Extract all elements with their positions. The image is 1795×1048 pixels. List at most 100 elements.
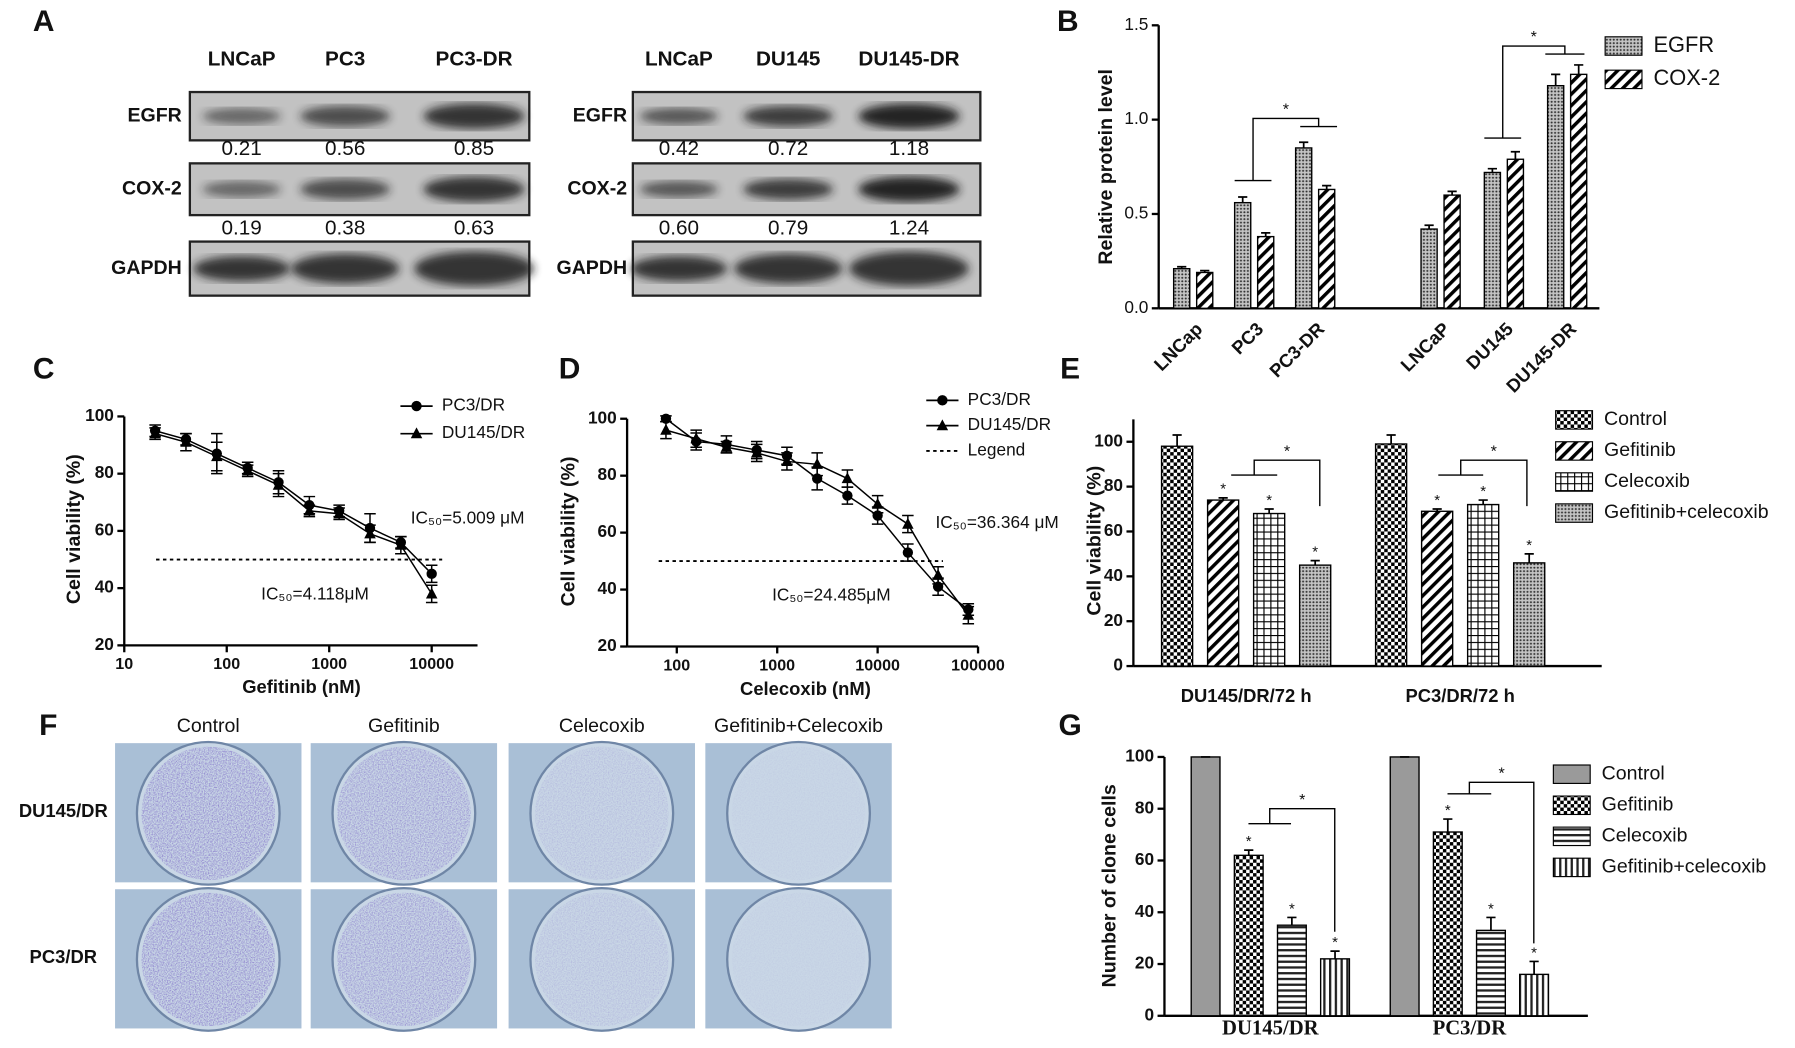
colony-column-label: Gefitinib+Celecoxib — [714, 715, 883, 737]
error-bar — [1330, 950, 1340, 959]
blot-level: 0.56 — [325, 137, 365, 160]
x-tick-label: 1000 — [759, 656, 795, 674]
bar — [1546, 84, 1565, 309]
data-point — [932, 569, 944, 580]
significance-marker: * — [1220, 481, 1226, 498]
blot-band — [743, 105, 834, 127]
significance-bracket — [1231, 459, 1321, 507]
data-point — [395, 538, 407, 550]
blot-column-label: PC3 — [325, 47, 365, 70]
y-tick-label: 1.0 — [1124, 108, 1148, 128]
blot-column-label: LNCaP — [645, 47, 713, 70]
error-bar — [1218, 496, 1228, 501]
significance-marker: * — [1332, 934, 1338, 951]
error-bar — [1486, 916, 1496, 931]
blot-level: 1.24 — [889, 216, 929, 239]
error-bar — [1424, 224, 1434, 230]
error-bar — [1244, 849, 1254, 856]
legend-label: Legend — [968, 440, 1026, 460]
significance-marker: * — [1526, 537, 1532, 554]
legend-label: PC3/DR — [442, 395, 505, 415]
significance-marker: * — [1266, 492, 1272, 509]
colony-column-label: Celecoxib — [559, 715, 645, 737]
annotation: IC₅₀=4.118μM — [261, 583, 369, 603]
significance-marker: * — [1531, 944, 1537, 961]
y-axis-label: Cell viability (%) — [63, 454, 85, 604]
plate-colonies — [731, 892, 866, 1027]
y-tick-label: 80 — [598, 464, 617, 484]
plate-colonies — [141, 892, 276, 1027]
significance-bracket — [1484, 45, 1585, 139]
legend-swatch — [1552, 764, 1591, 784]
y-tick-label: 20 — [598, 635, 617, 655]
bar — [1276, 924, 1307, 1017]
significance-bracket — [1248, 808, 1336, 932]
data-point — [241, 464, 254, 476]
error-bar — [1238, 196, 1248, 203]
plate-colonies — [535, 746, 669, 881]
x-tick-label: 10 — [115, 655, 133, 673]
blot-row-label: GAPDH — [111, 257, 182, 279]
y-tick-label: 0.5 — [1124, 203, 1148, 223]
error-bar — [1478, 499, 1488, 505]
blot-row-label: GAPDH — [556, 257, 627, 279]
bar — [1319, 958, 1351, 1017]
blot-band — [639, 181, 718, 198]
x-tick-label: 100 — [663, 656, 690, 674]
bar — [1466, 503, 1500, 667]
x-tick-label: PC3-DR — [1265, 318, 1328, 381]
y-tick-label: 100 — [1094, 430, 1123, 450]
error-bar — [1529, 960, 1539, 975]
data-point — [364, 527, 376, 539]
blot-row-label: COX-2 — [122, 177, 182, 199]
blot-band — [743, 178, 834, 200]
legend-label: Control — [1602, 762, 1665, 784]
blot-row-label: EGFR — [573, 104, 627, 126]
legend-marker — [411, 400, 422, 412]
bar — [1420, 228, 1438, 309]
y-tick-label: 80 — [1135, 797, 1154, 817]
plate-colonies — [141, 746, 276, 881]
plate-colonies — [337, 746, 471, 881]
error-bar — [1322, 184, 1332, 190]
panel-label: B — [1057, 5, 1079, 38]
significance-marker: * — [1434, 492, 1440, 509]
colony-row-label: DU145/DR — [19, 800, 108, 821]
significance-marker: * — [1488, 900, 1494, 917]
x-tick-label: 10000 — [409, 655, 454, 673]
legend-label: Control — [1604, 408, 1667, 430]
blot-level: 0.85 — [454, 137, 494, 160]
legend-marker — [937, 395, 948, 406]
error-bar — [1487, 167, 1497, 173]
bracket-label: * — [1283, 101, 1290, 119]
legend-label: Celecoxib — [1602, 825, 1688, 847]
y-tick-label: 100 — [85, 405, 114, 425]
legend-swatch — [1555, 410, 1594, 430]
bar — [1195, 271, 1214, 309]
x-tick-label: LNCap — [1150, 318, 1207, 375]
x-tick-label: DU145/DR — [1222, 1017, 1320, 1039]
error-bar — [1299, 141, 1309, 148]
bar — [1519, 973, 1550, 1017]
bar — [1483, 171, 1502, 309]
data-point — [333, 507, 345, 519]
x-tick-label: LNCaP — [1396, 318, 1453, 375]
error-bar — [1172, 434, 1182, 447]
blot-level: 0.63 — [454, 216, 494, 239]
error-bar — [1510, 150, 1520, 160]
x-tick-label: 100000 — [951, 656, 1005, 674]
fit-line — [154, 432, 433, 595]
data-point — [720, 440, 733, 452]
x-axis-label: Celecoxib (nM) — [740, 678, 871, 699]
significance-marker: * — [1289, 900, 1295, 917]
y-tick-label: 60 — [598, 521, 617, 541]
plate-colonies — [535, 892, 669, 1027]
blot-column-label: PC3-DR — [436, 47, 513, 70]
blot-column-label: LNCaP — [208, 47, 276, 70]
panel-label: D — [559, 352, 581, 385]
bar — [1298, 564, 1332, 667]
panel-label: E — [1060, 352, 1080, 385]
y-tick-label: 0 — [1113, 655, 1123, 675]
blot-level: 0.19 — [221, 216, 261, 239]
